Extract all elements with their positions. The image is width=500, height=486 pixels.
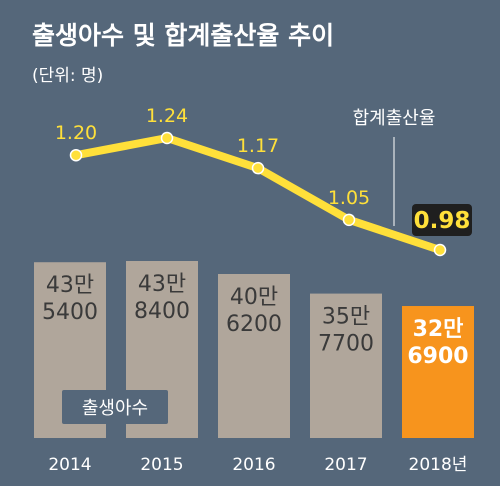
x-tick-label: 2016 [232, 455, 275, 475]
bar-value-label: 6200 [226, 312, 282, 337]
x-tick-label: 2017 [324, 455, 367, 475]
line-point [342, 213, 356, 227]
bar-value-label: 40만 [230, 285, 278, 310]
line-point-label: 0.98 [414, 208, 471, 234]
chart-subtitle: (단위: 명) [32, 66, 103, 86]
bar-series-legend [62, 390, 168, 424]
line-point [160, 131, 174, 145]
bar-series-name: 출생아수 [82, 398, 148, 419]
line-series-name: 합계출산율 [353, 108, 436, 129]
highlight-value-box [412, 204, 472, 236]
bar-value-label: 43만 [138, 272, 186, 297]
bar-value-label: 7700 [318, 332, 374, 357]
line-point [69, 148, 83, 162]
line-point-label: 1.17 [237, 135, 279, 157]
chart-title: 출생아수 및 합계출산율 추이 [32, 21, 334, 50]
x-tick-label: 2018년 [409, 455, 468, 475]
bar-value-label: 35만 [322, 305, 370, 330]
x-tick-label: 2015 [140, 455, 183, 475]
bar-value-label: 43만 [46, 273, 94, 298]
bar-value-label: 6900 [407, 344, 468, 369]
bar-value-label: 32만 [413, 317, 464, 342]
line-point-label: 1.20 [55, 122, 97, 144]
x-axis: 2014 2015 2016 2017 2018년 [48, 455, 467, 475]
line-group: 합계출산율 1.20 1.24 1.17 1.05 0.98 [55, 105, 472, 257]
line-point [433, 243, 447, 257]
bar-4 [402, 306, 474, 438]
line-point-label: 1.24 [146, 105, 188, 127]
bar-2 [218, 274, 290, 438]
line-point [251, 161, 265, 175]
x-tick-label: 2014 [48, 455, 91, 475]
bar-value-label: 5400 [42, 300, 98, 325]
line-point-label: 1.05 [328, 187, 370, 209]
bar-value-label: 8400 [134, 299, 190, 324]
bar-3 [310, 293, 382, 438]
